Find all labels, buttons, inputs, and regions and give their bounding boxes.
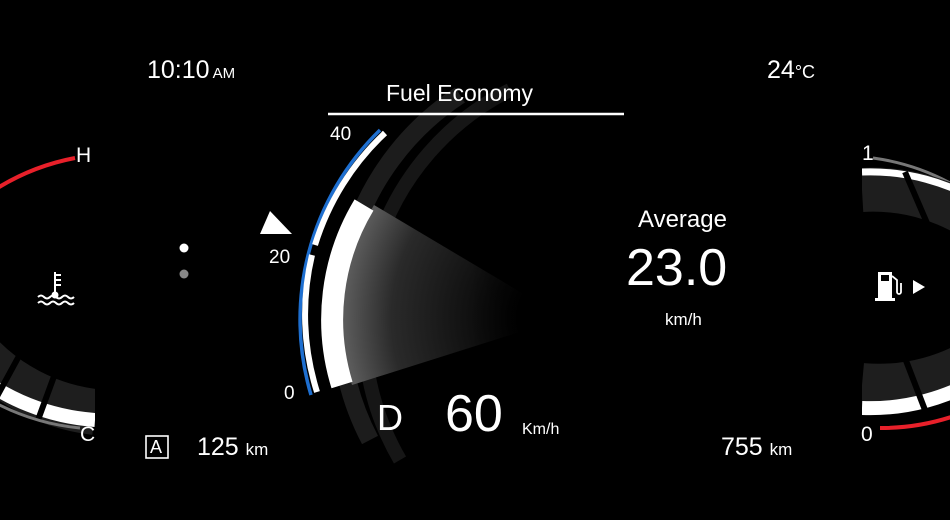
scale-label-40: 40 [330, 124, 352, 145]
fuel-empty-label: 0 [861, 423, 873, 446]
scale-white-arc-upper [312, 130, 388, 246]
scale-white-arc-lower [302, 254, 320, 393]
gear-indicator: D [377, 397, 403, 438]
trip-distance-value: 125 [197, 433, 239, 461]
temperature-level-band [0, 382, 95, 427]
range-distance: 755 km [721, 435, 792, 460]
scale-blue-arc [298, 128, 382, 396]
temp-low-label: C [80, 423, 96, 446]
coolant-temperature-icon [37, 272, 75, 306]
trip-badge-box [145, 435, 169, 459]
page-dot-active [179, 243, 189, 253]
temperature-value: 24 [767, 56, 795, 84]
scale-label-20: 20 [269, 247, 291, 268]
fuel-upper-dark-band [862, 167, 950, 231]
fuel-gauge [862, 156, 950, 431]
fuel-pump-icon [875, 272, 925, 301]
temperature-gauge [0, 156, 95, 435]
trip-badge[interactable]: A [150, 437, 163, 457]
trip-distance-unit: km [245, 440, 269, 459]
trip-distance: 125 km [197, 435, 268, 460]
fuel-economy-title: Fuel Economy [386, 80, 534, 106]
pointer-triangle [260, 211, 292, 234]
fuel-upper-white-band [862, 168, 950, 191]
fuel-economy-gauge [260, 83, 600, 480]
fuel-lower-dark-band [862, 347, 950, 408]
speed-value: 60 [445, 385, 503, 443]
temperature-cold-arc [0, 403, 81, 430]
scale-label-0: 0 [284, 383, 295, 404]
temp-high-label: H [76, 144, 92, 167]
temperature-unit: °C [794, 62, 816, 82]
economy-wedge [342, 205, 564, 385]
average-label: Average [638, 206, 727, 233]
fuel-full-arc [872, 156, 950, 185]
temperature-hot-arc [0, 156, 76, 189]
fuel-lower-white-band [862, 385, 950, 416]
clock-ampm: AM [212, 65, 236, 82]
speed-unit: Km/h [522, 421, 560, 438]
fuel-full-label: 1 [862, 142, 874, 165]
page-dot-inactive [179, 269, 189, 279]
fuel-low-arc [879, 415, 950, 431]
average-value: 23.0 [626, 239, 728, 297]
clock-time: 10:10 [147, 56, 210, 84]
range-distance-value: 755 [721, 433, 763, 461]
range-distance-unit: km [769, 440, 793, 459]
average-unit: km/h [665, 310, 702, 329]
outside-temperature: 24°C [767, 58, 815, 83]
clock: 10:10 AM [147, 58, 235, 83]
temperature-dark-band [0, 342, 95, 435]
economy-current-band [321, 199, 374, 389]
